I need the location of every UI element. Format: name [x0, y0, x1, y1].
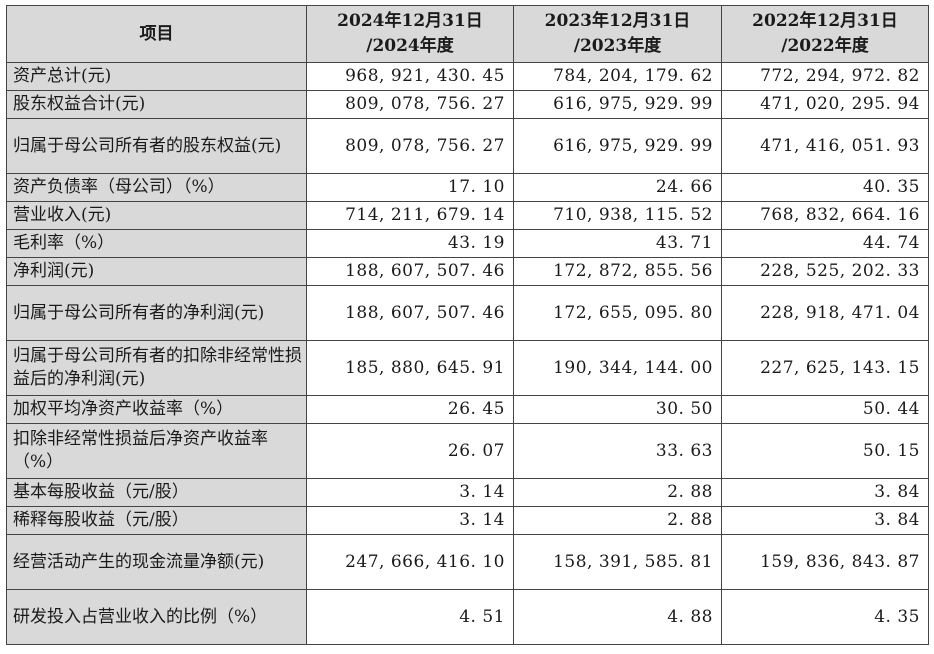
cell-2022: 228, 918, 471. 04: [721, 285, 929, 341]
cell-2024: 714, 211, 679. 14: [306, 201, 514, 230]
table-body: 资产总计(元) 968, 921, 430. 45 784, 204, 179.…: [6, 62, 929, 645]
cell-2023: 30. 50: [513, 395, 722, 424]
row-label: 净利润(元): [6, 257, 307, 286]
cell-2023: 616, 975, 929. 99: [513, 118, 722, 174]
table-row: 加权平均净资产收益率（%） 26. 45 30. 50 50. 44: [6, 395, 929, 424]
header-col-2022: 2022年12月31日 /2022年度: [721, 5, 929, 63]
table-row: 营业收入(元) 714, 211, 679. 14 710, 938, 115.…: [6, 201, 929, 230]
cell-2023: 2. 88: [513, 478, 722, 507]
table-row: 资产总计(元) 968, 921, 430. 45 784, 204, 179.…: [6, 62, 929, 91]
row-label: 经营活动产生的现金流量净额(元): [6, 534, 307, 590]
table-row: 扣除非经常性损益后净资产收益率（%） 26. 07 33. 63 50. 15: [6, 423, 929, 479]
table-row: 稀释每股收益（元/股） 3. 14 2. 88 3. 84: [6, 506, 929, 535]
cell-2024: 26. 45: [306, 395, 514, 424]
cell-2022: 50. 15: [721, 423, 929, 479]
cell-2022: 3. 84: [721, 478, 929, 507]
cell-2023: 2. 88: [513, 506, 722, 535]
header-row: 项目 2024年12月31日 /2024年度 2023年12月31日 /2023…: [6, 5, 929, 63]
cell-2024: 26. 07: [306, 423, 514, 479]
cell-2023: 784, 204, 179. 62: [513, 62, 722, 91]
cell-2023: 33. 63: [513, 423, 722, 479]
table-row: 归属于母公司所有者的股东权益(元) 809, 078, 756. 27 616,…: [6, 118, 929, 174]
cell-2024: 3. 14: [306, 478, 514, 507]
cell-2024: 809, 078, 756. 27: [306, 118, 514, 174]
cell-2022: 227, 625, 143. 15: [721, 340, 929, 396]
table-row: 经营活动产生的现金流量净额(元) 247, 666, 416. 10 158, …: [6, 534, 929, 590]
cell-2024: 43. 19: [306, 229, 514, 258]
header-col-2024-year: /2024年度: [366, 36, 454, 56]
table-header: 项目 2024年12月31日 /2024年度 2023年12月31日 /2023…: [6, 5, 929, 63]
cell-2022: 228, 525, 202. 33: [721, 257, 929, 286]
cell-2024: 188, 607, 507. 46: [306, 285, 514, 341]
cell-2022: 50. 44: [721, 395, 929, 424]
cell-2022: 3. 84: [721, 506, 929, 535]
cell-2023: 158, 391, 585. 81: [513, 534, 722, 590]
cell-2023: 24. 66: [513, 173, 722, 202]
cell-2024: 17. 10: [306, 173, 514, 202]
header-col-2023-year: /2023年度: [573, 36, 662, 56]
financial-summary-table: 项目 2024年12月31日 /2024年度 2023年12月31日 /2023…: [6, 5, 929, 645]
table-row: 股东权益合计(元) 809, 078, 756. 27 616, 975, 92…: [6, 90, 929, 119]
cell-2024: 3. 14: [306, 506, 514, 535]
row-label: 归属于母公司所有者的股东权益(元): [6, 118, 307, 174]
cell-2023: 172, 872, 855. 56: [513, 257, 722, 286]
cell-2022: 4. 35: [721, 589, 929, 645]
cell-2024: 4. 51: [306, 589, 514, 645]
cell-2022: 768, 832, 664. 16: [721, 201, 929, 230]
cell-2024: 809, 078, 756. 27: [306, 90, 514, 119]
row-label: 研发投入占营业收入的比例（%）: [6, 589, 307, 645]
header-col-2022-year: /2022年度: [781, 36, 869, 56]
table-row: 归属于母公司所有者的净利润(元) 188, 607, 507. 46 172, …: [6, 285, 929, 341]
cell-2022: 471, 020, 295. 94: [721, 90, 929, 119]
row-label: 归属于母公司所有者的净利润(元): [6, 285, 307, 341]
row-label: 归属于母公司所有者的扣除非经常性损益后的净利润(元): [6, 340, 307, 396]
cell-2022: 44. 74: [721, 229, 929, 258]
row-label: 资产总计(元): [6, 62, 307, 91]
row-label: 股东权益合计(元): [6, 90, 307, 119]
cell-2022: 40. 35: [721, 173, 929, 202]
row-label: 营业收入(元): [6, 201, 307, 230]
cell-2022: 471, 416, 051. 93: [721, 118, 929, 174]
cell-2023: 172, 655, 095. 80: [513, 285, 722, 341]
cell-2024: 185, 880, 645. 91: [306, 340, 514, 396]
row-label: 稀释每股收益（元/股）: [6, 506, 307, 535]
table-row: 基本每股收益（元/股） 3. 14 2. 88 3. 84: [6, 478, 929, 507]
cell-2023: 616, 975, 929. 99: [513, 90, 722, 119]
header-col-2023-date: 2023年12月31日: [544, 11, 691, 31]
cell-2023: 43. 71: [513, 229, 722, 258]
row-label: 毛利率（%）: [6, 229, 307, 258]
row-label: 扣除非经常性损益后净资产收益率（%）: [6, 423, 307, 479]
table-row: 资产负债率（母公司）（%） 17. 10 24. 66 40. 35: [6, 173, 929, 202]
cell-2022: 772, 294, 972. 82: [721, 62, 929, 91]
header-col-2022-date: 2022年12月31日: [752, 11, 898, 31]
row-label: 基本每股收益（元/股）: [6, 478, 307, 507]
cell-2022: 159, 836, 843. 87: [721, 534, 929, 590]
table-row: 归属于母公司所有者的扣除非经常性损益后的净利润(元) 185, 880, 645…: [6, 340, 929, 396]
header-col-2024: 2024年12月31日 /2024年度: [306, 5, 514, 63]
header-col-2023: 2023年12月31日 /2023年度: [513, 5, 722, 63]
row-label: 加权平均净资产收益率（%）: [6, 395, 307, 424]
row-label: 资产负债率（母公司）（%）: [6, 173, 307, 202]
cell-2023: 710, 938, 115. 52: [513, 201, 722, 230]
table-row: 毛利率（%） 43. 19 43. 71 44. 74: [6, 229, 929, 258]
cell-2024: 968, 921, 430. 45: [306, 62, 514, 91]
cell-2024: 188, 607, 507. 46: [306, 257, 514, 286]
cell-2024: 247, 666, 416. 10: [306, 534, 514, 590]
cell-2023: 4. 88: [513, 589, 722, 645]
header-col-2024-date: 2024年12月31日: [337, 11, 483, 31]
header-item: 项目: [6, 5, 307, 63]
table-row: 研发投入占营业收入的比例（%） 4. 51 4. 88 4. 35: [6, 589, 929, 645]
table-row: 净利润(元) 188, 607, 507. 46 172, 872, 855. …: [6, 257, 929, 286]
cell-2023: 190, 344, 144. 00: [513, 340, 722, 396]
